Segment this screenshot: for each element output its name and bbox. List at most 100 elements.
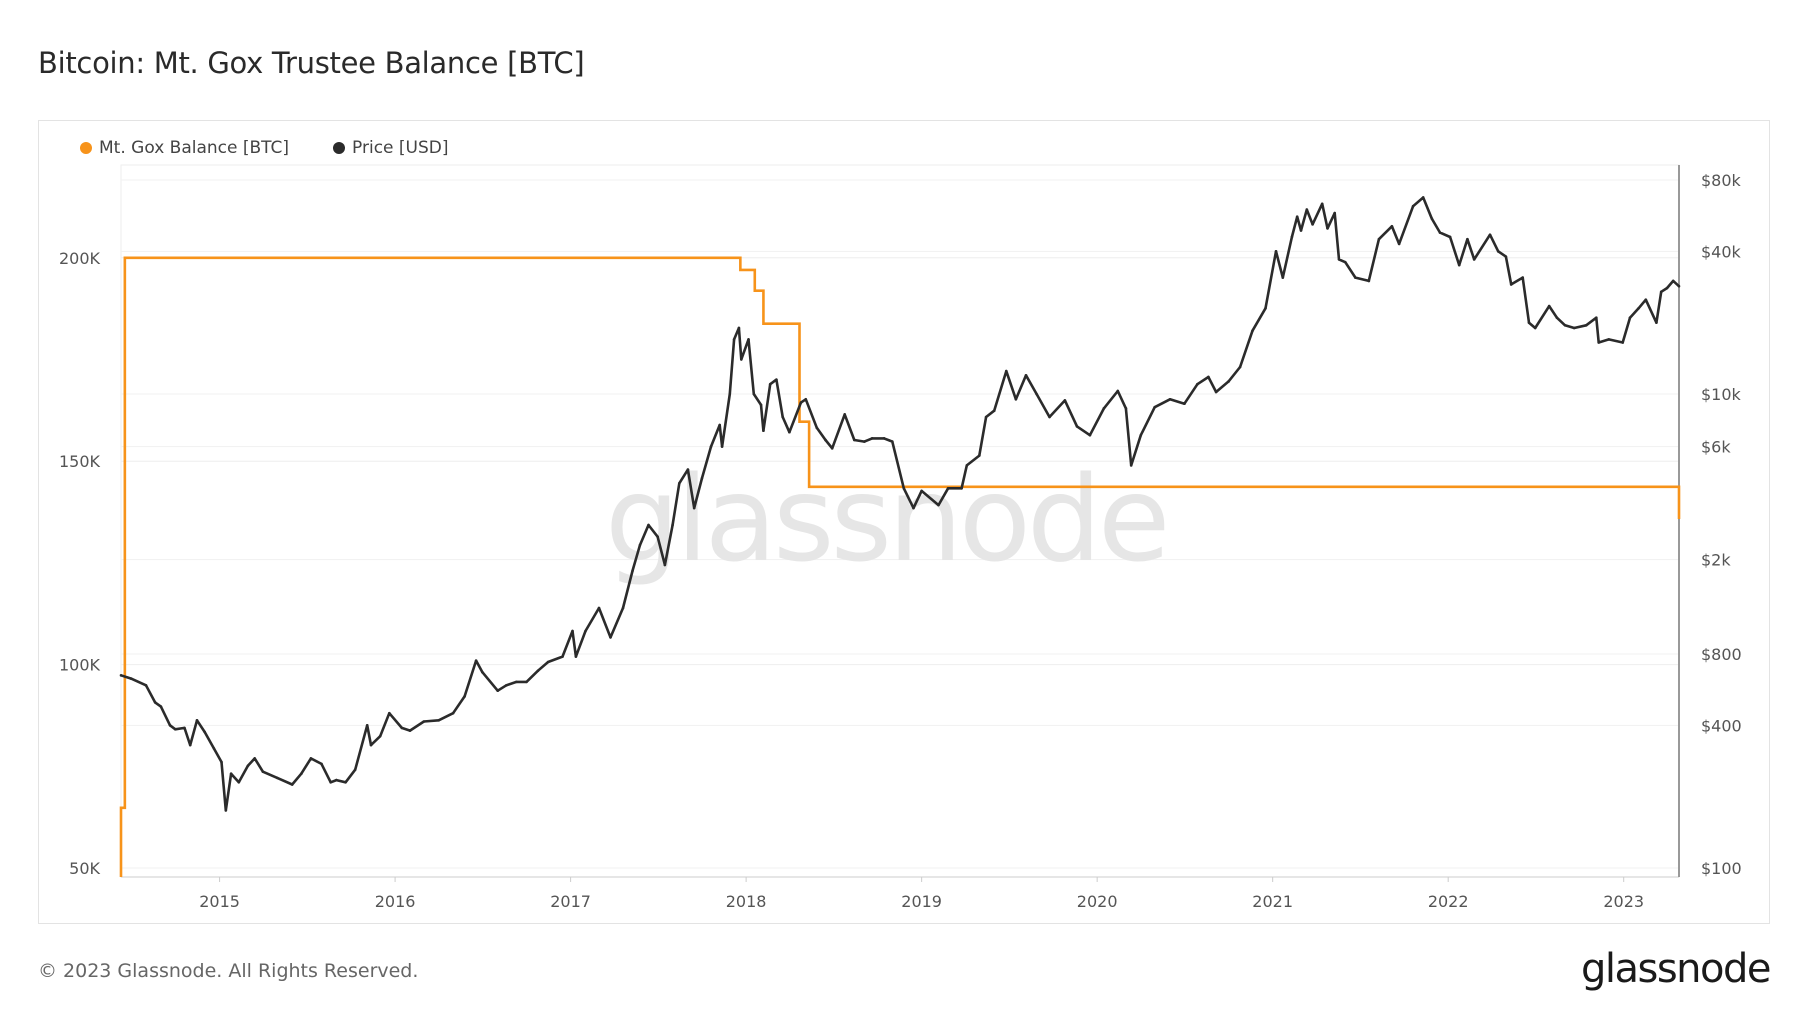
axes: 50K 100K 150K 200K $100 $400 $800 $2k $6k $10k $40… bbox=[59, 165, 1742, 911]
price-point bbox=[775, 378, 778, 381]
price-point bbox=[253, 757, 256, 760]
price-point bbox=[129, 677, 133, 680]
price-point bbox=[1430, 217, 1434, 220]
price-point bbox=[1354, 276, 1357, 279]
price-point bbox=[1457, 263, 1461, 267]
price-point bbox=[737, 326, 741, 330]
legend-item-price[interactable]: Price [USD] bbox=[333, 138, 449, 158]
price-point bbox=[638, 543, 642, 547]
price-point bbox=[1320, 202, 1324, 206]
gridlines bbox=[120, 164, 1680, 878]
price-point bbox=[203, 730, 206, 734]
price-point bbox=[1295, 215, 1299, 219]
price-point bbox=[1214, 390, 1218, 394]
orange-dot-icon bbox=[80, 142, 92, 154]
price-point bbox=[451, 711, 455, 715]
price-point bbox=[1139, 433, 1143, 437]
price-point bbox=[1438, 231, 1442, 234]
price-point bbox=[946, 487, 950, 490]
price-point bbox=[597, 606, 601, 610]
chart-frame bbox=[38, 120, 1770, 924]
y-right-tick-label: $10k bbox=[1701, 385, 1742, 404]
price-point bbox=[1311, 223, 1314, 226]
price-point bbox=[1102, 407, 1106, 410]
price-point bbox=[781, 415, 784, 419]
price-point bbox=[1504, 255, 1508, 258]
price-point bbox=[1488, 233, 1492, 237]
legend-label-balance: Mt. Gox Balance [BTC] bbox=[99, 138, 290, 158]
price-point bbox=[536, 669, 540, 673]
price-point bbox=[762, 429, 765, 433]
price-point bbox=[422, 720, 426, 723]
price-point bbox=[830, 447, 834, 450]
chart-title: Bitcoin: Mt. Gox Trustee Balance [BTC] bbox=[38, 46, 585, 80]
price-point bbox=[1659, 290, 1663, 294]
price-point bbox=[378, 734, 382, 738]
price-point bbox=[1168, 398, 1172, 401]
price-point bbox=[220, 760, 223, 764]
price-point bbox=[718, 423, 721, 427]
price-point bbox=[1238, 365, 1242, 369]
x-tick-label: 2023 bbox=[1603, 892, 1644, 911]
price-point bbox=[1088, 433, 1092, 437]
x-tick-label: 2021 bbox=[1252, 892, 1293, 911]
price-point bbox=[1644, 298, 1648, 302]
price-point bbox=[728, 392, 732, 396]
price-point bbox=[1527, 321, 1531, 324]
price-point bbox=[1075, 425, 1079, 428]
y-right-tick-label: $400 bbox=[1701, 716, 1742, 735]
price-point bbox=[621, 606, 625, 610]
price-point bbox=[747, 338, 750, 341]
price-point bbox=[686, 468, 690, 471]
price-point bbox=[853, 438, 856, 442]
price-point bbox=[229, 772, 233, 775]
price-point bbox=[863, 440, 866, 443]
price-point bbox=[119, 674, 123, 677]
price-point bbox=[300, 772, 303, 775]
y-right-tick-label: $100 bbox=[1701, 859, 1742, 878]
price-point bbox=[759, 403, 763, 407]
price-point bbox=[365, 724, 369, 727]
price-point bbox=[1665, 286, 1669, 290]
price-point bbox=[1004, 369, 1008, 373]
price-point bbox=[1628, 316, 1632, 319]
price-point bbox=[1377, 237, 1381, 241]
price-point bbox=[153, 701, 157, 704]
price-point bbox=[799, 401, 803, 404]
x-tick-label: 2020 bbox=[1077, 892, 1118, 911]
price-point bbox=[788, 430, 791, 434]
price-point bbox=[1196, 382, 1199, 386]
price-point bbox=[1555, 316, 1559, 319]
price-point bbox=[1048, 415, 1051, 419]
price-point bbox=[1397, 242, 1401, 246]
price-point bbox=[183, 726, 186, 730]
price-point bbox=[174, 727, 177, 731]
price-point bbox=[195, 718, 199, 722]
price-point bbox=[1496, 250, 1500, 253]
y-right-tick-label: $6k bbox=[1701, 438, 1731, 457]
price-point bbox=[663, 563, 667, 567]
price-point bbox=[692, 506, 696, 510]
price-point bbox=[992, 409, 996, 413]
price-point bbox=[1637, 306, 1640, 310]
price-point bbox=[984, 415, 988, 419]
watermark: glassnode bbox=[605, 450, 1166, 588]
price-point bbox=[647, 523, 650, 527]
price-point bbox=[408, 729, 412, 732]
price-point bbox=[609, 636, 612, 639]
price-point bbox=[1597, 341, 1600, 344]
y-left-tick-label: 150K bbox=[59, 452, 101, 471]
price-point bbox=[188, 743, 192, 747]
y-right-tick-label: $40k bbox=[1701, 242, 1742, 261]
legend-item-balance[interactable]: Mt. Gox Balance [BTC] bbox=[80, 138, 289, 158]
price-point bbox=[1594, 316, 1598, 319]
price-point bbox=[261, 770, 265, 773]
price-point bbox=[1607, 338, 1611, 341]
price-point bbox=[937, 503, 940, 507]
price-point bbox=[1063, 399, 1067, 402]
price-point bbox=[1390, 225, 1394, 228]
price-point bbox=[369, 743, 373, 747]
price-point bbox=[474, 659, 478, 662]
price-point bbox=[960, 487, 963, 490]
